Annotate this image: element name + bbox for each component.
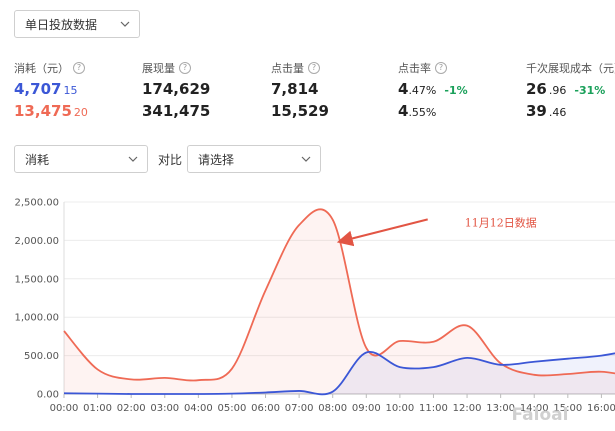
help-icon[interactable]: ? (308, 62, 320, 74)
y-tick-label: 2,000.00 (14, 236, 59, 247)
metric-select[interactable]: 消耗 (14, 145, 148, 173)
x-tick-label: 05:00 (218, 403, 247, 414)
stat-cost-previous-dec: 20 (73, 106, 88, 119)
y-tick-label: 1,500.00 (14, 274, 59, 285)
stat-ctr-label: 点击率 (398, 62, 431, 75)
stat-cpm-change: -31% (574, 84, 606, 97)
x-tick-label: 15:00 (553, 403, 582, 414)
stat-cpm: 千次展现成本（元） 26.96 -31% 39.46 (526, 60, 615, 122)
stat-cpm-previous: 39 (526, 102, 547, 120)
help-icon[interactable]: ? (179, 62, 191, 74)
stat-ctr-current-pct: .47% (408, 84, 437, 97)
stat-ctr-previous-pct: .55% (408, 106, 437, 119)
metric-select-value: 消耗 (25, 152, 50, 167)
stat-impressions: 展现量? 174,629 341,475 (142, 60, 210, 122)
watermark: Faloal (512, 405, 569, 425)
stat-ctr-previous: 4 (398, 102, 409, 120)
stat-clicks-current: 7,814 (271, 80, 319, 98)
stat-ctr: 点击率? 4.47% -1% 4.55% (398, 60, 468, 122)
y-tick-label: 1,000.00 (14, 313, 59, 324)
x-tick-label: 06:00 (251, 403, 280, 414)
stat-cpm-label: 千次展现成本（元） (526, 62, 615, 75)
series-area-0 (64, 209, 615, 394)
x-tick-label: 08:00 (318, 403, 347, 414)
x-tick-label: 11:00 (419, 403, 448, 414)
x-tick-label: 01:00 (83, 403, 112, 414)
y-tick-label: 500.00 (24, 351, 59, 362)
x-tick-label: 10:00 (385, 403, 414, 414)
stat-impressions-previous: 341,475 (142, 102, 211, 120)
date-range-select-value: 单日投放数据 (25, 17, 98, 32)
stat-impressions-label: 展现量 (142, 62, 175, 75)
series-area-1 (64, 351, 615, 395)
stat-clicks-previous: 15,529 (271, 102, 329, 120)
x-tick-label: 03:00 (150, 403, 179, 414)
x-tick-label: 09:00 (352, 403, 381, 414)
date-range-select[interactable]: 单日投放数据 (14, 10, 140, 38)
stat-clicks: 点击量? 7,814 15,529 (271, 60, 329, 122)
help-icon[interactable]: ? (73, 62, 85, 74)
x-tick-label: 04:00 (184, 403, 213, 414)
x-tick-label: 07:00 (285, 403, 314, 414)
stat-ctr-change: -1% (444, 84, 468, 97)
y-tick-label: 2,500.00 (14, 198, 59, 209)
stat-clicks-label: 点击量 (271, 62, 304, 75)
chevron-down-icon (128, 156, 138, 162)
stat-cpm-previous-dec: .46 (548, 106, 567, 119)
x-tick-label: 13:00 (486, 403, 515, 414)
annotation-arrow (336, 218, 428, 247)
x-tick-label: 02:00 (117, 403, 146, 414)
x-tick-label: 00:00 (50, 403, 79, 414)
stat-cost: 消耗（元）? 4,707 15 13,475 20 (14, 60, 88, 122)
compare-select[interactable]: 请选择 (187, 145, 321, 173)
help-icon[interactable]: ? (435, 62, 447, 74)
trend-chart: 0.00 500.00 1,000.00 1,500.00 2,000.00 2,500.… (14, 198, 615, 425)
chevron-down-icon (120, 21, 130, 27)
x-tick-label: 16:00 (587, 403, 615, 414)
stat-cost-current-dec: 15 (63, 84, 78, 97)
y-tick-label: 0.00 (37, 390, 59, 401)
stat-cpm-current: 26 (526, 80, 547, 98)
x-tick-label: 12:00 (453, 403, 482, 414)
annotation-label: 11月12日数据 (465, 215, 537, 229)
stat-ctr-current: 4 (398, 80, 409, 98)
x-tick-label: 14:00 (520, 403, 549, 414)
series-line-1 (63, 350, 615, 396)
stat-cpm-current-dec: .96 (548, 84, 567, 97)
stat-impressions-current: 174,629 (142, 80, 211, 98)
series-line-0 (63, 208, 615, 382)
stat-cost-current: 4,707 (14, 80, 62, 98)
stat-cost-label: 消耗（元） (14, 62, 69, 75)
compare-label: 对比 (158, 153, 183, 167)
stat-cost-previous: 13,475 (14, 102, 72, 120)
compare-select-placeholder: 请选择 (198, 152, 235, 167)
chevron-down-icon (301, 156, 311, 162)
